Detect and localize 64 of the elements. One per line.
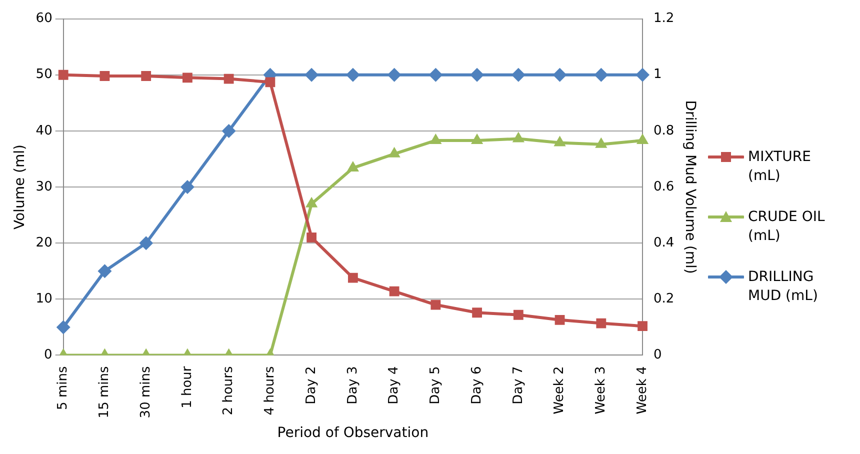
point: [428, 68, 443, 82]
x-tick-label: Day 6: [469, 366, 484, 404]
x-tick-label: Day 3: [345, 366, 360, 404]
x-tick-label: 4 hours: [262, 366, 278, 416]
y2-tick-label: 1.2: [654, 11, 674, 26]
y2-tick-label: 0.4: [654, 235, 674, 250]
point: [139, 236, 154, 250]
y2-tick-label: 0.6: [654, 179, 674, 194]
point: [98, 264, 112, 278]
y2-tick-label: 0.2: [654, 292, 674, 307]
point: [58, 70, 68, 80]
y2-axis-title: Drilling Mud Volume (ml): [682, 100, 698, 274]
point: [636, 133, 649, 144]
point: [224, 74, 234, 84]
point: [100, 71, 110, 81]
point: [512, 132, 524, 142]
x-tick-label: Day 2: [304, 366, 319, 404]
x-tick-label: Day 4: [386, 366, 402, 404]
legend-label: CRUDE OIL (mL): [748, 208, 826, 246]
y-axis-title: Volume (ml): [12, 144, 28, 230]
y-tick-label: 0: [44, 348, 52, 363]
point: [636, 68, 650, 82]
point: [304, 68, 319, 82]
y2-tick-label: 0: [654, 348, 662, 363]
point: [470, 68, 484, 82]
point: [594, 68, 608, 82]
x-tick-label: 5 mins: [56, 366, 71, 410]
x-tick-label: Week 2: [552, 366, 568, 414]
y-tick-label: 40: [36, 123, 52, 138]
point: [141, 71, 152, 81]
point: [180, 180, 194, 194]
x-tick-label: 2 hours: [221, 366, 236, 416]
point: [56, 320, 70, 334]
y-tick-label: 20: [36, 235, 52, 250]
x-tick-label: Day 5: [428, 366, 444, 404]
point: [552, 68, 567, 82]
x-tick-label: Week 4: [634, 366, 650, 414]
point: [306, 196, 318, 208]
y2-tick-label: 1: [654, 67, 662, 82]
legend-label: MIXTURE (mL): [748, 148, 812, 186]
point: [595, 137, 608, 148]
x-tick-label: 30 mins: [138, 366, 154, 418]
x-tick-label: 1 hour: [180, 366, 195, 408]
point: [346, 160, 359, 172]
y2-tick-label: 0.8: [654, 123, 674, 138]
y-tick-label: 60: [36, 11, 52, 26]
point: [387, 68, 402, 82]
x-axis-title: Period of Observation: [277, 425, 429, 442]
legend-label: DRILLING MUD (mL): [748, 268, 819, 306]
point: [430, 133, 442, 144]
y-tick-label: 10: [36, 292, 52, 307]
point: [554, 136, 566, 146]
point: [388, 146, 400, 158]
point: [346, 68, 360, 82]
y-tick-label: 30: [36, 179, 52, 194]
point: [222, 124, 236, 138]
point: [265, 77, 276, 88]
x-tick-label: Week 3: [594, 366, 609, 414]
x-tick-label: 15 mins: [97, 366, 112, 418]
point: [182, 72, 192, 83]
point: [470, 133, 484, 144]
y-tick-label: 50: [36, 67, 52, 82]
point: [511, 68, 526, 82]
x-tick-label: Day 7: [510, 366, 526, 404]
